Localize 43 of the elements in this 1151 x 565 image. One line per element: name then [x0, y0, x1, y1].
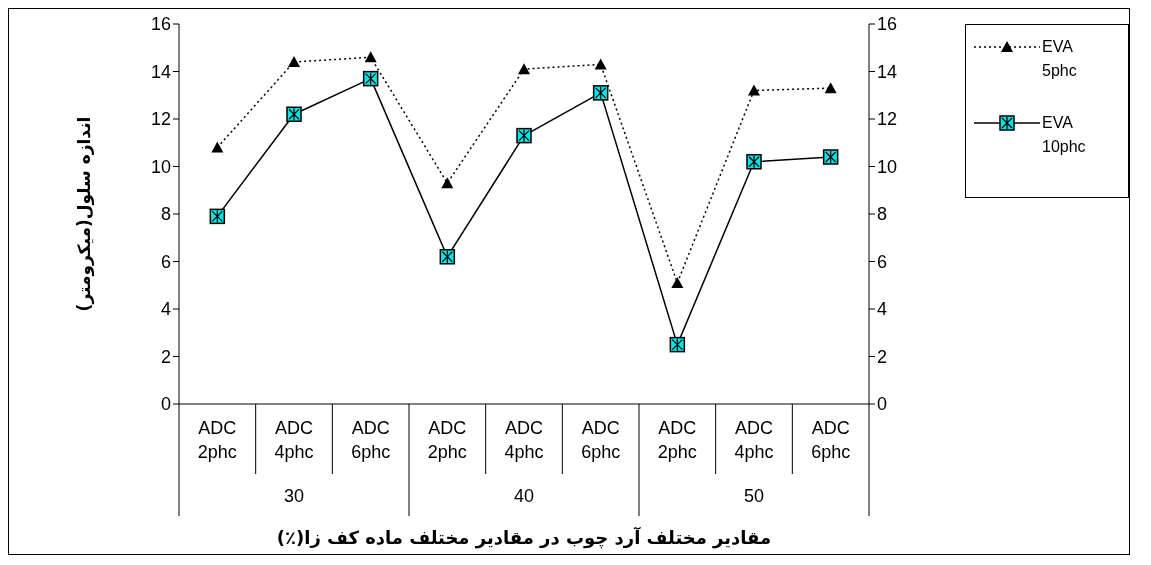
x-tick-label: ADC 2phc — [427, 418, 467, 462]
point — [671, 276, 684, 288]
x-axis-title: مقادیر مختلف آرد چوب در مقادیر مختلف ماده کف زا(٪) — [276, 526, 772, 549]
x-tick-label: ADC 2phc — [197, 418, 237, 462]
legend-label: EVA 10phc — [1042, 113, 1086, 157]
x-tick-label: ADC 6phc — [351, 418, 391, 462]
y2-tick-label: 2 — [877, 346, 888, 367]
y2-tick-label: 16 — [877, 14, 898, 35]
x-tick-label: ADC 2phc — [657, 418, 697, 462]
point — [364, 51, 377, 63]
point — [518, 63, 530, 75]
point — [441, 177, 454, 189]
y2-tick-label: 14 — [877, 61, 898, 82]
y-tick-label: 16 — [150, 14, 171, 35]
x-tick-label: ADC 4phc — [734, 418, 774, 462]
y2-tick-label: 10 — [877, 156, 898, 177]
y-tick-label: 14 — [150, 61, 171, 82]
point — [594, 58, 607, 70]
point — [748, 84, 760, 96]
y-tick-label: 4 — [160, 299, 171, 320]
y2-tick-label: 6 — [877, 251, 888, 272]
x-tick-label: ADC 6phc — [811, 418, 851, 462]
x-tick-label: ADC 4phc — [504, 418, 544, 462]
text: 30 — [283, 486, 305, 506]
x-tick-label: ADC 4phc — [274, 418, 314, 462]
legend-label: EVA 5phc — [1042, 37, 1077, 81]
point — [824, 82, 837, 94]
text: 50 — [743, 486, 765, 506]
y-tick-label: 8 — [160, 204, 171, 225]
point — [211, 141, 224, 153]
point — [288, 56, 300, 67]
y-tick-label: 2 — [160, 346, 171, 367]
y-tick-label: 12 — [150, 109, 171, 130]
y2-tick-label: 12 — [877, 109, 898, 130]
y-tick-label: 0 — [160, 394, 171, 415]
x-tick-label: ADC 6phc — [581, 418, 621, 462]
y-tick-label: 10 — [150, 156, 171, 177]
y2-tick-label: 8 — [877, 204, 888, 225]
y2-tick-label: 4 — [877, 299, 888, 320]
y-tick-label: 6 — [160, 251, 171, 272]
y2-tick-label: 0 — [877, 394, 888, 415]
text: 40 — [513, 486, 535, 506]
y-axis-title: اندازه سلول(میکرومتر) — [74, 116, 96, 312]
